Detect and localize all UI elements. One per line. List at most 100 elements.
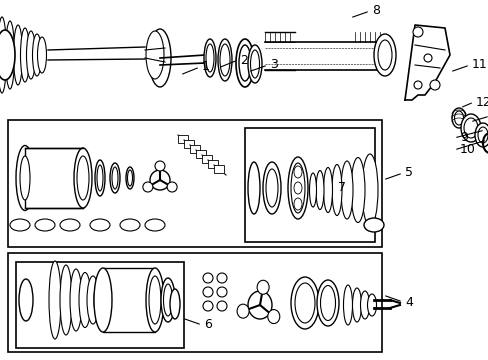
Ellipse shape <box>294 283 314 323</box>
Ellipse shape <box>236 39 253 87</box>
Ellipse shape <box>60 265 72 335</box>
Ellipse shape <box>217 301 226 311</box>
Ellipse shape <box>205 44 214 72</box>
Ellipse shape <box>203 301 213 311</box>
Ellipse shape <box>32 34 41 76</box>
Ellipse shape <box>373 34 395 76</box>
Ellipse shape <box>95 160 105 196</box>
Ellipse shape <box>474 123 488 147</box>
Text: 4: 4 <box>404 296 412 309</box>
Ellipse shape <box>127 170 132 186</box>
Ellipse shape <box>293 166 302 178</box>
Ellipse shape <box>217 287 226 297</box>
Ellipse shape <box>247 162 260 214</box>
Ellipse shape <box>315 171 324 210</box>
Ellipse shape <box>293 198 302 210</box>
Text: 12: 12 <box>475 95 488 108</box>
Ellipse shape <box>247 45 262 83</box>
Ellipse shape <box>340 161 352 219</box>
Bar <box>207 160 218 168</box>
Ellipse shape <box>203 287 213 297</box>
Ellipse shape <box>161 278 175 322</box>
Ellipse shape <box>77 156 89 200</box>
Ellipse shape <box>453 111 463 125</box>
Bar <box>103 268 155 332</box>
Ellipse shape <box>423 54 431 62</box>
Text: 2: 2 <box>240 54 247 67</box>
Ellipse shape <box>343 285 352 325</box>
Ellipse shape <box>0 17 6 93</box>
Bar <box>25 148 83 208</box>
Ellipse shape <box>0 30 15 80</box>
Ellipse shape <box>163 284 172 316</box>
Ellipse shape <box>316 280 338 326</box>
Ellipse shape <box>14 25 22 85</box>
Ellipse shape <box>167 182 177 192</box>
Ellipse shape <box>142 182 153 192</box>
Bar <box>214 165 224 173</box>
Ellipse shape <box>367 294 376 316</box>
Ellipse shape <box>220 44 229 76</box>
Ellipse shape <box>38 37 46 73</box>
Ellipse shape <box>237 304 248 318</box>
Ellipse shape <box>149 276 161 324</box>
Ellipse shape <box>155 161 164 171</box>
Text: 5: 5 <box>404 166 412 180</box>
Ellipse shape <box>247 291 271 319</box>
Ellipse shape <box>451 108 465 128</box>
Ellipse shape <box>94 279 106 321</box>
Bar <box>190 145 200 153</box>
Ellipse shape <box>170 289 180 319</box>
Ellipse shape <box>146 268 163 332</box>
Ellipse shape <box>110 163 120 193</box>
Ellipse shape <box>377 40 391 70</box>
Text: 6: 6 <box>203 319 211 332</box>
Ellipse shape <box>90 219 110 231</box>
Ellipse shape <box>350 157 364 222</box>
Ellipse shape <box>70 269 82 331</box>
Ellipse shape <box>79 273 91 328</box>
Ellipse shape <box>320 285 335 320</box>
Bar <box>8 253 381 352</box>
Ellipse shape <box>20 156 30 200</box>
Ellipse shape <box>352 288 361 322</box>
Ellipse shape <box>20 28 29 82</box>
Ellipse shape <box>203 39 216 77</box>
Ellipse shape <box>331 165 341 216</box>
Bar <box>196 150 205 158</box>
Text: 11: 11 <box>471 58 487 72</box>
Text: 9: 9 <box>459 131 467 144</box>
Ellipse shape <box>35 219 55 231</box>
Ellipse shape <box>360 291 369 319</box>
Text: 8: 8 <box>371 4 379 18</box>
Ellipse shape <box>150 170 170 190</box>
Ellipse shape <box>74 148 92 208</box>
Bar <box>183 140 194 148</box>
Text: 3: 3 <box>269 58 277 72</box>
Ellipse shape <box>309 173 316 207</box>
Bar <box>16 262 183 348</box>
Ellipse shape <box>94 268 112 332</box>
Ellipse shape <box>120 219 140 231</box>
Ellipse shape <box>293 182 302 194</box>
Ellipse shape <box>149 29 171 87</box>
Ellipse shape <box>413 81 421 89</box>
Ellipse shape <box>361 154 377 226</box>
Ellipse shape <box>26 31 36 79</box>
Ellipse shape <box>218 39 231 81</box>
Text: 7: 7 <box>337 181 346 194</box>
Ellipse shape <box>250 50 259 78</box>
Ellipse shape <box>287 157 307 219</box>
Ellipse shape <box>239 45 250 81</box>
Ellipse shape <box>19 279 33 321</box>
Text: 10: 10 <box>459 144 475 157</box>
Polygon shape <box>404 25 449 100</box>
Bar <box>244 128 374 242</box>
Ellipse shape <box>267 310 279 324</box>
Ellipse shape <box>363 218 383 232</box>
Ellipse shape <box>463 118 477 138</box>
Bar <box>202 155 212 163</box>
Ellipse shape <box>265 169 278 207</box>
Ellipse shape <box>126 167 134 189</box>
Ellipse shape <box>10 219 30 231</box>
